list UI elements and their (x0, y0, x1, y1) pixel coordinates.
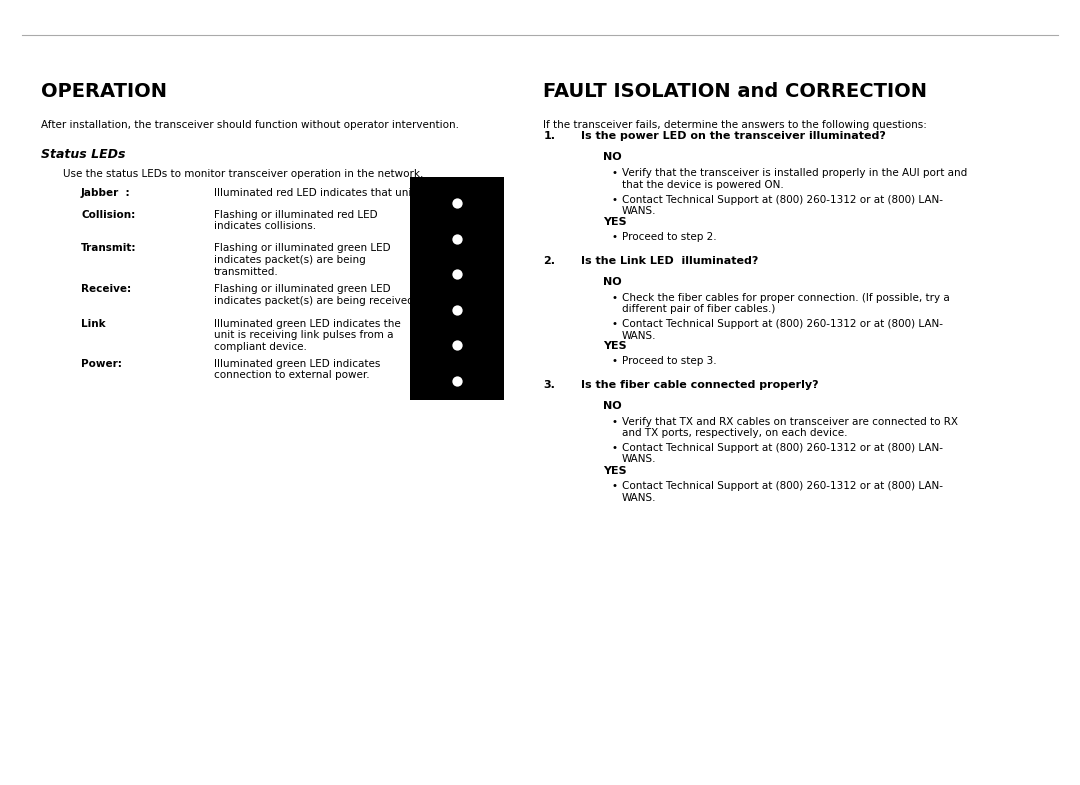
Text: •: • (611, 356, 618, 367)
Text: Proceed to step 3.: Proceed to step 3. (622, 356, 717, 367)
Text: Status LEDs: Status LEDs (41, 148, 125, 161)
Text: OPERATION: OPERATION (41, 82, 167, 101)
Text: YES: YES (603, 217, 626, 227)
Text: •: • (611, 232, 618, 242)
Text: NO: NO (603, 277, 621, 287)
Text: Jabber  :: Jabber : (81, 188, 131, 199)
Text: •: • (611, 443, 618, 453)
Text: •: • (611, 319, 618, 330)
Text: After installation, the transceiver should function without operator interventio: After installation, the transceiver shou… (41, 120, 459, 130)
Text: 2.: 2. (543, 256, 555, 266)
Text: Is the Link LED  illuminated?: Is the Link LED illuminated? (581, 256, 758, 266)
Text: •: • (611, 168, 618, 178)
Text: Flashing or illuminated green LED
indicates packet(s) are being
transmitted.: Flashing or illuminated green LED indica… (214, 243, 391, 276)
Text: Is the power LED on the transceiver illuminated?: Is the power LED on the transceiver illu… (581, 131, 886, 141)
Text: Is the fiber cable connected properly?: Is the fiber cable connected properly? (581, 380, 819, 390)
Text: Verify that TX and RX cables on transceiver are connected to RX
and TX ports, re: Verify that TX and RX cables on transcei… (622, 417, 958, 439)
Text: Contact Technical Support at (800) 260-1312 or at (800) LAN-
WANS.: Contact Technical Support at (800) 260-1… (622, 195, 943, 217)
Text: Link: Link (81, 319, 106, 329)
Point (449, 339, 467, 352)
Text: Illuminated green LED indicates the
unit is receiving link pulses from a
complia: Illuminated green LED indicates the unit… (214, 319, 401, 352)
Text: Receive:: Receive: (81, 284, 131, 294)
Text: Check the fiber cables for proper connection. (If possible, try a
different pair: Check the fiber cables for proper connec… (622, 293, 949, 315)
Text: 3.: 3. (543, 380, 555, 390)
Point (449, 374, 467, 387)
Text: NO: NO (603, 401, 621, 411)
Point (449, 268, 467, 280)
Text: Collision:: Collision: (81, 210, 135, 220)
Text: •: • (611, 195, 618, 205)
Text: Illuminated green LED indicates
connection to external power.: Illuminated green LED indicates connecti… (214, 359, 380, 381)
Text: Use the status LEDs to monitor transceiver operation in the network.: Use the status LEDs to monitor transceiv… (63, 169, 423, 179)
Point (449, 304, 467, 316)
FancyBboxPatch shape (410, 177, 504, 400)
Text: Transmit:: Transmit: (81, 243, 136, 254)
Text: Illuminated red LED indicates that unit is disabled.: Illuminated red LED indicates that unit … (214, 188, 477, 199)
Text: YES: YES (603, 341, 626, 352)
Text: Flashing or illuminated red LED
indicates collisions.: Flashing or illuminated red LED indicate… (214, 210, 378, 232)
Text: Verify that the transceiver is installed properly in the AUI port and
that the d: Verify that the transceiver is installed… (622, 168, 968, 190)
Text: FAULT ISOLATION and CORRECTION: FAULT ISOLATION and CORRECTION (543, 82, 928, 101)
Text: Flashing or illuminated green LED
indicates packet(s) are being received.: Flashing or illuminated green LED indica… (214, 284, 417, 306)
Text: 1.: 1. (543, 131, 555, 141)
Point (449, 197, 467, 210)
Text: •: • (611, 481, 618, 491)
Text: Power:: Power: (81, 359, 122, 369)
Text: Proceed to step 2.: Proceed to step 2. (622, 232, 717, 242)
Text: •: • (611, 293, 618, 303)
Text: Contact Technical Support at (800) 260-1312 or at (800) LAN-
WANS.: Contact Technical Support at (800) 260-1… (622, 443, 943, 465)
Point (449, 232, 467, 245)
Text: If the transceiver fails, determine the answers to the following questions:: If the transceiver fails, determine the … (543, 120, 927, 130)
Text: Contact Technical Support at (800) 260-1312 or at (800) LAN-
WANS.: Contact Technical Support at (800) 260-1… (622, 319, 943, 341)
Text: Contact Technical Support at (800) 260-1312 or at (800) LAN-
WANS.: Contact Technical Support at (800) 260-1… (622, 481, 943, 503)
Text: NO: NO (603, 152, 621, 162)
Text: •: • (611, 417, 618, 427)
Text: YES: YES (603, 466, 626, 476)
